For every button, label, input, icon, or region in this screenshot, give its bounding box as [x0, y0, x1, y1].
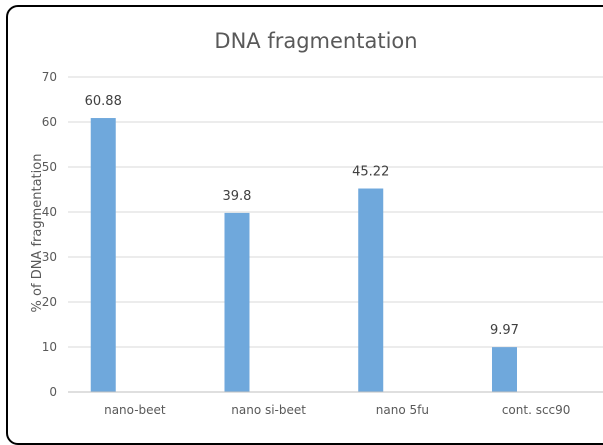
bar [491, 347, 517, 392]
data-label: 9.97 [490, 323, 519, 338]
y-tick-label: 20 [42, 295, 57, 309]
data-label: 39.8 [223, 189, 252, 204]
gridlines [68, 76, 603, 348]
y-tick-labels: 0 10 20 30 40 50 60 70 [42, 70, 57, 399]
y-tick-label: 0 [49, 385, 57, 399]
x-tick-label: cont. scc90 [502, 403, 571, 417]
bar [224, 212, 250, 392]
data-labels: 60.88 39.8 45.22 9.97 [85, 94, 519, 338]
x-tick-label: nano-beet [104, 403, 166, 417]
y-tick-label: 10 [42, 340, 57, 354]
chart-title: DNA fragmentation [214, 29, 417, 53]
data-label: 45.22 [352, 165, 389, 180]
y-tick-label: 40 [42, 205, 57, 219]
y-tick-label: 30 [42, 250, 57, 264]
chart: DNA fragmentation % of DNA fragmentation… [30, 29, 603, 417]
y-axis-label: % of DNA fragmentation [30, 154, 45, 313]
y-tick-label: 70 [42, 70, 57, 84]
x-tick-label: nano 5fu [376, 403, 429, 417]
y-tick-label: 50 [42, 160, 57, 174]
bar [90, 118, 116, 392]
x-tick-label: nano si-beet [231, 403, 306, 417]
y-tick-label: 60 [42, 115, 57, 129]
bars [90, 118, 517, 392]
bar [358, 188, 384, 392]
x-tick-labels: nano-beet nano si-beet nano 5fu cont. scc90 [104, 403, 570, 417]
data-label: 60.88 [85, 94, 122, 109]
